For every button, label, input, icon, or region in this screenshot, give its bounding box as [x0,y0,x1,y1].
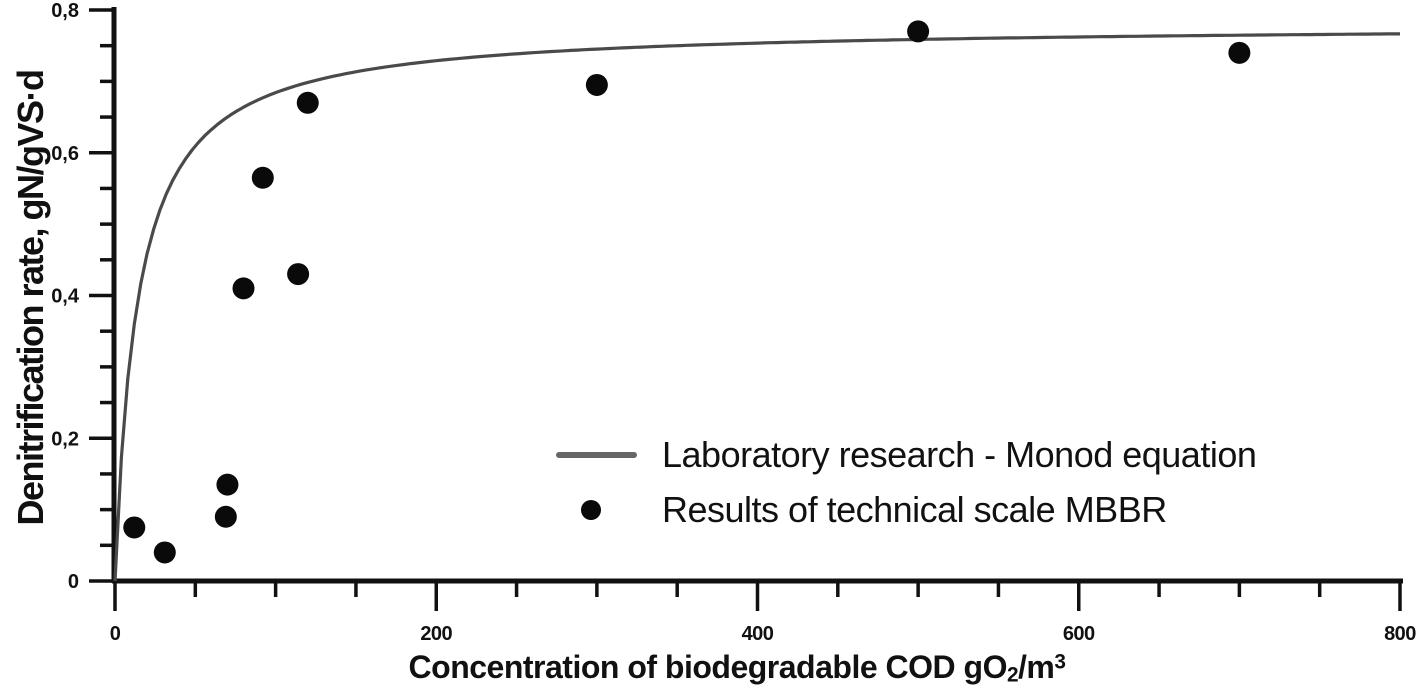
data-point [287,263,310,286]
data-point [232,277,255,300]
x-axis-title-mid: /m [1018,649,1055,685]
line-swatch-icon [556,451,637,458]
dot-swatch-icon [581,499,601,520]
x-tick-label: 0 [110,623,121,645]
data-point [1228,41,1251,64]
x-tick-label: 600 [1063,623,1095,645]
legend-label-monod: Laboratory research - Monod equation [662,433,1257,475]
y-tick-label: 0,6 [51,143,79,165]
x-axis-title-base: Concentration of biodegradable COD gO [408,649,1008,685]
x-axis-title: Concentration of biodegradable COD gO2/m… [409,649,1066,688]
data-point [153,541,176,564]
legend-item-monod-equation: Laboratory research - Monod equation [548,427,1257,482]
data-point [296,91,319,114]
y-tick-label: 0 [68,571,79,593]
x-axis-title-subscript: 2 [1006,663,1019,687]
legend: Laboratory research - Monod equation Res… [548,427,1257,537]
data-point [585,73,608,96]
x-axis-title-superscript: 3 [1054,650,1066,674]
monod-curve [113,32,1400,582]
legend-item-mbbr-results: Results of technical scale MBBR [548,482,1256,537]
data-point [214,505,237,528]
data-point [123,516,146,539]
x-tick-label: 400 [742,623,774,645]
data-point [907,20,930,43]
x-tick-label: 200 [420,623,452,645]
data-point [216,473,239,496]
data-point [251,166,274,189]
legend-swatch-cell [548,499,662,520]
legend-swatch-cell [548,451,662,458]
legend-label-mbbr: Results of technical scale MBBR [662,488,1167,530]
x-tick-label: 800 [1384,623,1416,645]
y-tick-label: 0,8 [51,0,79,22]
y-axis-title: Denitrification rate, gN/gVS·d [10,70,51,526]
y-tick-label: 0,4 [51,286,80,308]
y-tick-label: 0,2 [51,428,79,450]
